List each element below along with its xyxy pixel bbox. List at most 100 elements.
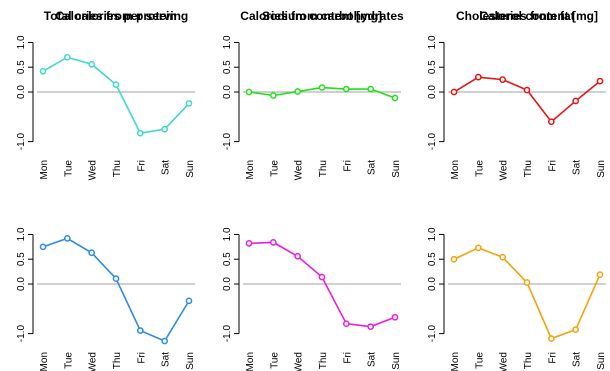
data-point — [523, 86, 531, 94]
data-point — [572, 326, 580, 333]
x-tick-label: Sat — [161, 160, 172, 175]
x-tick-label: Wed — [294, 352, 305, 371]
y-tick-label: -1.0 — [427, 325, 438, 343]
chart-panel-1: Total calories per serving 1.0 0.5 0.0 -1.0 M… — [16, 9, 196, 180]
x-tick-label: Sun — [596, 352, 607, 370]
y-tick-label: -1.0 — [16, 133, 27, 151]
x-tick-label: Fri — [136, 160, 147, 172]
x-tick-label: Tue — [474, 160, 485, 177]
data-point — [499, 253, 507, 261]
y-tick-label: 0.5 — [16, 252, 27, 266]
y-tick-label: 1.0 — [427, 227, 438, 241]
x-tick-label: Sun — [185, 352, 196, 370]
x-tick-label: Mon — [39, 160, 50, 179]
data-point — [245, 240, 253, 247]
x-tick-label: Wed — [499, 160, 510, 180]
x-tick-label: Thu — [523, 352, 534, 369]
x-tick-label: Sun — [391, 352, 402, 370]
data-point — [88, 60, 96, 68]
x-tick-label: Mon — [450, 352, 461, 371]
data-point — [572, 97, 580, 105]
data-point — [391, 94, 399, 102]
y-tick-label: 1.0 — [16, 35, 27, 49]
x-tick-label: Fri — [342, 160, 353, 172]
chart-title: Total calories per serving — [44, 9, 189, 23]
y-tick-label: 0.0 — [427, 85, 438, 99]
chart-panel-3: Calories from fat 1.0 0.5 0.0 -1.0 Mon Tue Wed T… — [427, 9, 607, 180]
y-tick-label: 1.0 — [222, 35, 233, 49]
data-point — [318, 273, 326, 281]
y-tick-label: -1.0 — [222, 325, 233, 343]
data-point — [523, 279, 531, 286]
x-tick-label: Mon — [245, 352, 256, 371]
x-tick-label: Thu — [318, 160, 329, 177]
x-tick-label: Thu — [318, 352, 329, 369]
data-point — [161, 337, 169, 345]
data-point — [450, 88, 458, 96]
x-tick-label: Sat — [367, 352, 378, 367]
data-point — [294, 88, 302, 95]
chart-title: Sodium content [mg] — [262, 9, 382, 23]
chart-title: Calories from fat — [479, 9, 574, 23]
y-tick-label: -1.0 — [427, 133, 438, 151]
x-tick-label: Mon — [450, 160, 461, 179]
data-point — [547, 335, 555, 342]
series-line — [42, 237, 190, 343]
y-tick-label: 0.0 — [222, 85, 233, 99]
y-tick-label: 0.5 — [427, 60, 438, 74]
x-tick-label: Thu — [112, 160, 123, 177]
series-line — [42, 56, 190, 135]
x-tick-label: Thu — [112, 352, 123, 369]
data-point — [596, 271, 604, 278]
x-tick-label: Tue — [269, 160, 280, 177]
data-point — [342, 320, 350, 328]
chart-panel-6: Cholesterol content [mg] 1.0 0.5 0.0 -1.0 Mon… — [427, 9, 607, 371]
data-point — [474, 73, 482, 81]
x-tick-label: Fri — [547, 352, 558, 364]
data-point — [185, 100, 193, 107]
y-tick-label: 0.0 — [222, 277, 233, 291]
x-tick-label: Wed — [499, 352, 510, 371]
y-tick-label: 0.5 — [222, 252, 233, 266]
x-tick-label: Wed — [88, 160, 99, 180]
x-tick-label: Wed — [88, 352, 99, 371]
data-point — [367, 85, 375, 93]
y-tick-label: 0.0 — [16, 277, 27, 291]
x-tick-label: Fri — [547, 160, 558, 172]
y-tick-label: -1.0 — [16, 325, 27, 343]
x-tick-label: Sat — [367, 160, 378, 175]
x-tick-label: Fri — [136, 352, 147, 364]
data-point — [318, 84, 326, 91]
y-tick-label: 1.0 — [222, 227, 233, 241]
x-tick-label: Wed — [294, 160, 305, 180]
x-tick-label: Tue — [63, 352, 74, 369]
data-point — [63, 235, 71, 242]
data-point — [367, 323, 375, 331]
data-point — [245, 88, 253, 96]
data-point — [136, 327, 144, 334]
data-point — [596, 77, 604, 85]
x-tick-label: Sun — [185, 160, 196, 178]
y-tick-label: 0.5 — [222, 60, 233, 74]
data-point — [112, 81, 120, 88]
x-tick-label: Tue — [269, 352, 280, 369]
chart-title: Calories from protein — [55, 9, 176, 23]
data-point — [112, 275, 120, 282]
y-tick-label: -1.0 — [222, 133, 233, 151]
x-tick-label: Thu — [523, 160, 534, 177]
y-tick-label: 1.0 — [16, 227, 27, 241]
data-point — [88, 249, 96, 257]
chart-title: Cholesterol content [mg] — [456, 9, 598, 23]
data-point — [474, 244, 482, 252]
series-line — [453, 246, 601, 340]
chart-title: Calories from carbohydrates — [240, 9, 404, 23]
x-tick-label: Tue — [474, 352, 485, 369]
chart-panel-2: Calories from carbohydrates 1.0 0.5 0.0 -1.0… — [222, 9, 404, 180]
chart-panel-4: Calories from protein 1.0 0.5 0.0 -1.0 Mon Tue… — [16, 9, 196, 371]
data-point — [342, 85, 350, 93]
data-point — [185, 297, 193, 305]
y-tick-label: 1.0 — [427, 35, 438, 49]
x-tick-label: Fri — [342, 352, 353, 364]
data-point — [39, 243, 47, 251]
x-tick-label: Mon — [245, 160, 256, 179]
